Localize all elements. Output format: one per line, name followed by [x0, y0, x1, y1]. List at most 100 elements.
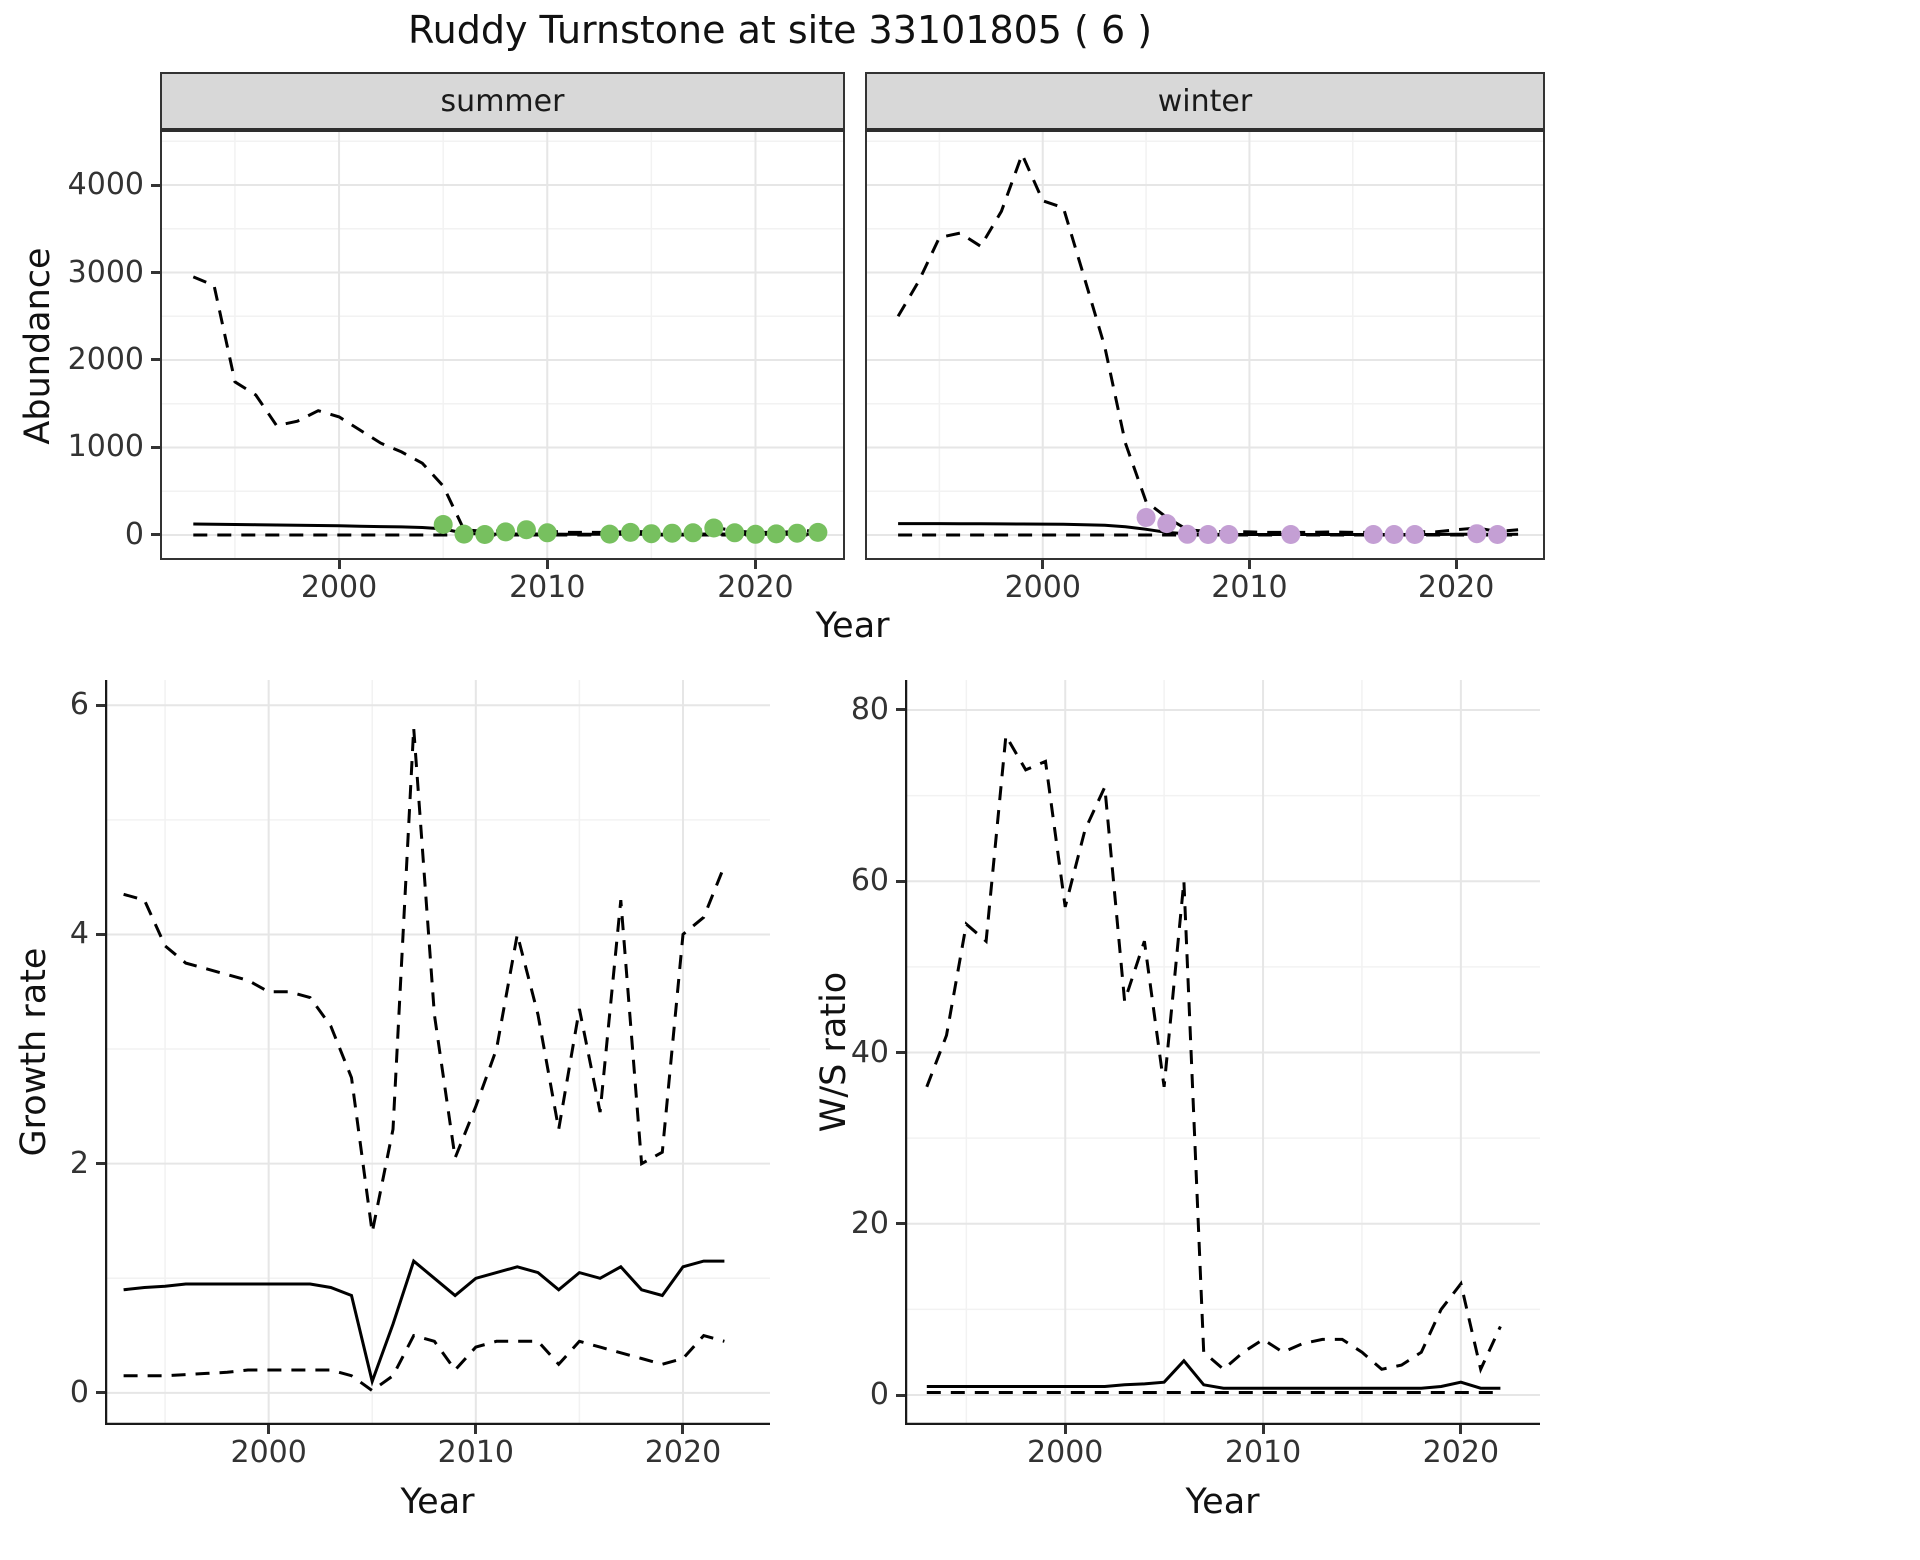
estimate-line: [123, 1258, 725, 1387]
x-tick-mark: [267, 1425, 271, 1434]
x-tick-mark: [474, 1425, 478, 1434]
abundance-winter-chart-svg: [865, 132, 1545, 560]
y-tick-label: 2: [69, 1145, 89, 1181]
x-tick-mark: [1459, 1425, 1463, 1434]
upper-ci-line: [925, 730, 1502, 1374]
summer-observation-point: [433, 515, 453, 534]
x-tick-label: 2000: [300, 570, 378, 605]
y-tick-label: 0: [124, 516, 144, 552]
ws-ratio-chart-svg: [905, 680, 1540, 1425]
y-tick-mark: [151, 445, 160, 449]
x-tick-label: 2020: [1422, 1435, 1500, 1470]
y-tick-label: 80: [850, 691, 889, 727]
growth-rate-axis-title: Growth rate: [14, 947, 54, 1157]
y-tick-label: 40: [850, 1034, 889, 1070]
winter-observation-point: [1363, 525, 1383, 544]
x-tick-label: 2000: [1004, 570, 1081, 605]
summer-observation-point: [746, 524, 765, 544]
winter-observation-point: [1198, 525, 1218, 544]
summer-observation-point: [725, 523, 745, 543]
summer-observation-point: [516, 520, 536, 540]
y-tick-mark: [96, 932, 105, 936]
growth-rate-panel: 2000 2010 2020 0 2 4 6: [70, 680, 770, 1468]
winter-observation-point: [1157, 514, 1177, 534]
x-tick-mark: [337, 560, 341, 569]
summer-observation-point: [496, 522, 516, 542]
summer-observation-point: [704, 518, 724, 538]
facet-strip-summer: summer: [160, 72, 845, 132]
year-axis-title-growth: Year: [400, 1482, 475, 1522]
x-tick-mark: [1247, 560, 1251, 569]
winter-observation-point: [1136, 508, 1156, 527]
upper-ci-line: [896, 150, 1519, 534]
year-axis-title-top: Year: [815, 606, 890, 646]
summer-observation-point: [537, 523, 557, 543]
y-tick-label: 4: [69, 916, 89, 952]
y-tick-mark: [896, 1051, 905, 1054]
summer-observation-point: [475, 525, 495, 544]
x-tick-label: 2010: [1211, 570, 1288, 605]
upper-ci-line: [123, 727, 726, 1233]
year-axis-title-ws: Year: [1185, 1482, 1260, 1522]
y-tick-label: 0: [69, 1374, 89, 1410]
lower-ci-line: [123, 1333, 725, 1393]
y-tick-label: 60: [850, 863, 889, 899]
winter-observation-point: [1384, 525, 1404, 544]
y-tick-mark: [896, 708, 905, 712]
y-tick-mark: [96, 703, 105, 707]
summer-observation-point: [662, 523, 682, 543]
y-tick-mark: [896, 879, 905, 883]
y-tick-mark: [96, 1391, 105, 1395]
summer-observation-point: [766, 524, 786, 544]
upper-ci-line: [192, 275, 818, 534]
y-tick-mark: [151, 271, 160, 274]
winter-observation-point: [1219, 525, 1239, 544]
x-tick-label: 2000: [230, 1435, 307, 1470]
summer-observation-point: [787, 523, 807, 543]
summer-observation-point: [641, 524, 661, 544]
abundance-summer-panel: 2000 2010 2020 0 1000 2000 3000 4000: [68, 132, 845, 603]
plot-title: Ruddy Turnstone at site 33101805 ( 6 ): [407, 8, 1153, 52]
facet-strip-winter: winter: [865, 72, 1545, 132]
x-tick-label: 2020: [1417, 570, 1495, 605]
x-tick-mark: [1454, 560, 1458, 569]
x-tick-mark: [545, 560, 549, 569]
abundance-winter-panel: 2000 2010 2020: [865, 132, 1545, 603]
x-tick-label: 2020: [644, 1435, 722, 1470]
winter-observation-point: [1488, 525, 1507, 544]
winter-observation-point: [1281, 525, 1301, 544]
facet-strip-summer-label: summer: [440, 83, 565, 119]
y-tick-mark: [151, 533, 160, 537]
summer-observation-point: [621, 522, 640, 542]
winter-observation-point: [1467, 524, 1487, 544]
summer-observation-point: [808, 522, 828, 542]
facet-strip-winter-label: winter: [1157, 83, 1253, 119]
estimate-line: [926, 1358, 1501, 1390]
y-tick-mark: [151, 183, 160, 187]
y-tick-mark: [151, 358, 160, 362]
x-tick-mark: [1261, 1425, 1265, 1434]
ws-ratio-panel: 2000 2010 2020 0 20 40 60 80: [851, 680, 1540, 1468]
winter-observation-point: [1177, 524, 1197, 544]
winter-observation-point: [1405, 525, 1425, 544]
x-tick-mark: [753, 560, 757, 569]
y-tick-label: 3000: [67, 254, 144, 290]
ws-ratio-axis-title: W/S ratio: [814, 971, 854, 1133]
y-tick-label: 20: [850, 1205, 889, 1241]
y-tick-label: 1000: [67, 429, 144, 465]
growth-rate-chart-svg: [105, 680, 770, 1425]
y-tick-mark: [96, 1162, 105, 1166]
summer-observation-point: [600, 524, 620, 544]
y-tick-mark: [896, 1222, 905, 1226]
abundance-axis-title: Abundance: [18, 247, 58, 445]
y-tick-label: 4000: [67, 167, 144, 203]
summer-observation-point: [683, 523, 703, 543]
x-tick-label: 2020: [717, 570, 794, 605]
x-tick-mark: [681, 1425, 685, 1434]
y-tick-label: 2000: [67, 341, 144, 377]
abundance-summer-chart-svg: [160, 132, 845, 560]
x-tick-label: 2010: [509, 570, 586, 605]
y-tick-mark: [896, 1393, 905, 1397]
x-tick-mark: [1041, 560, 1045, 569]
